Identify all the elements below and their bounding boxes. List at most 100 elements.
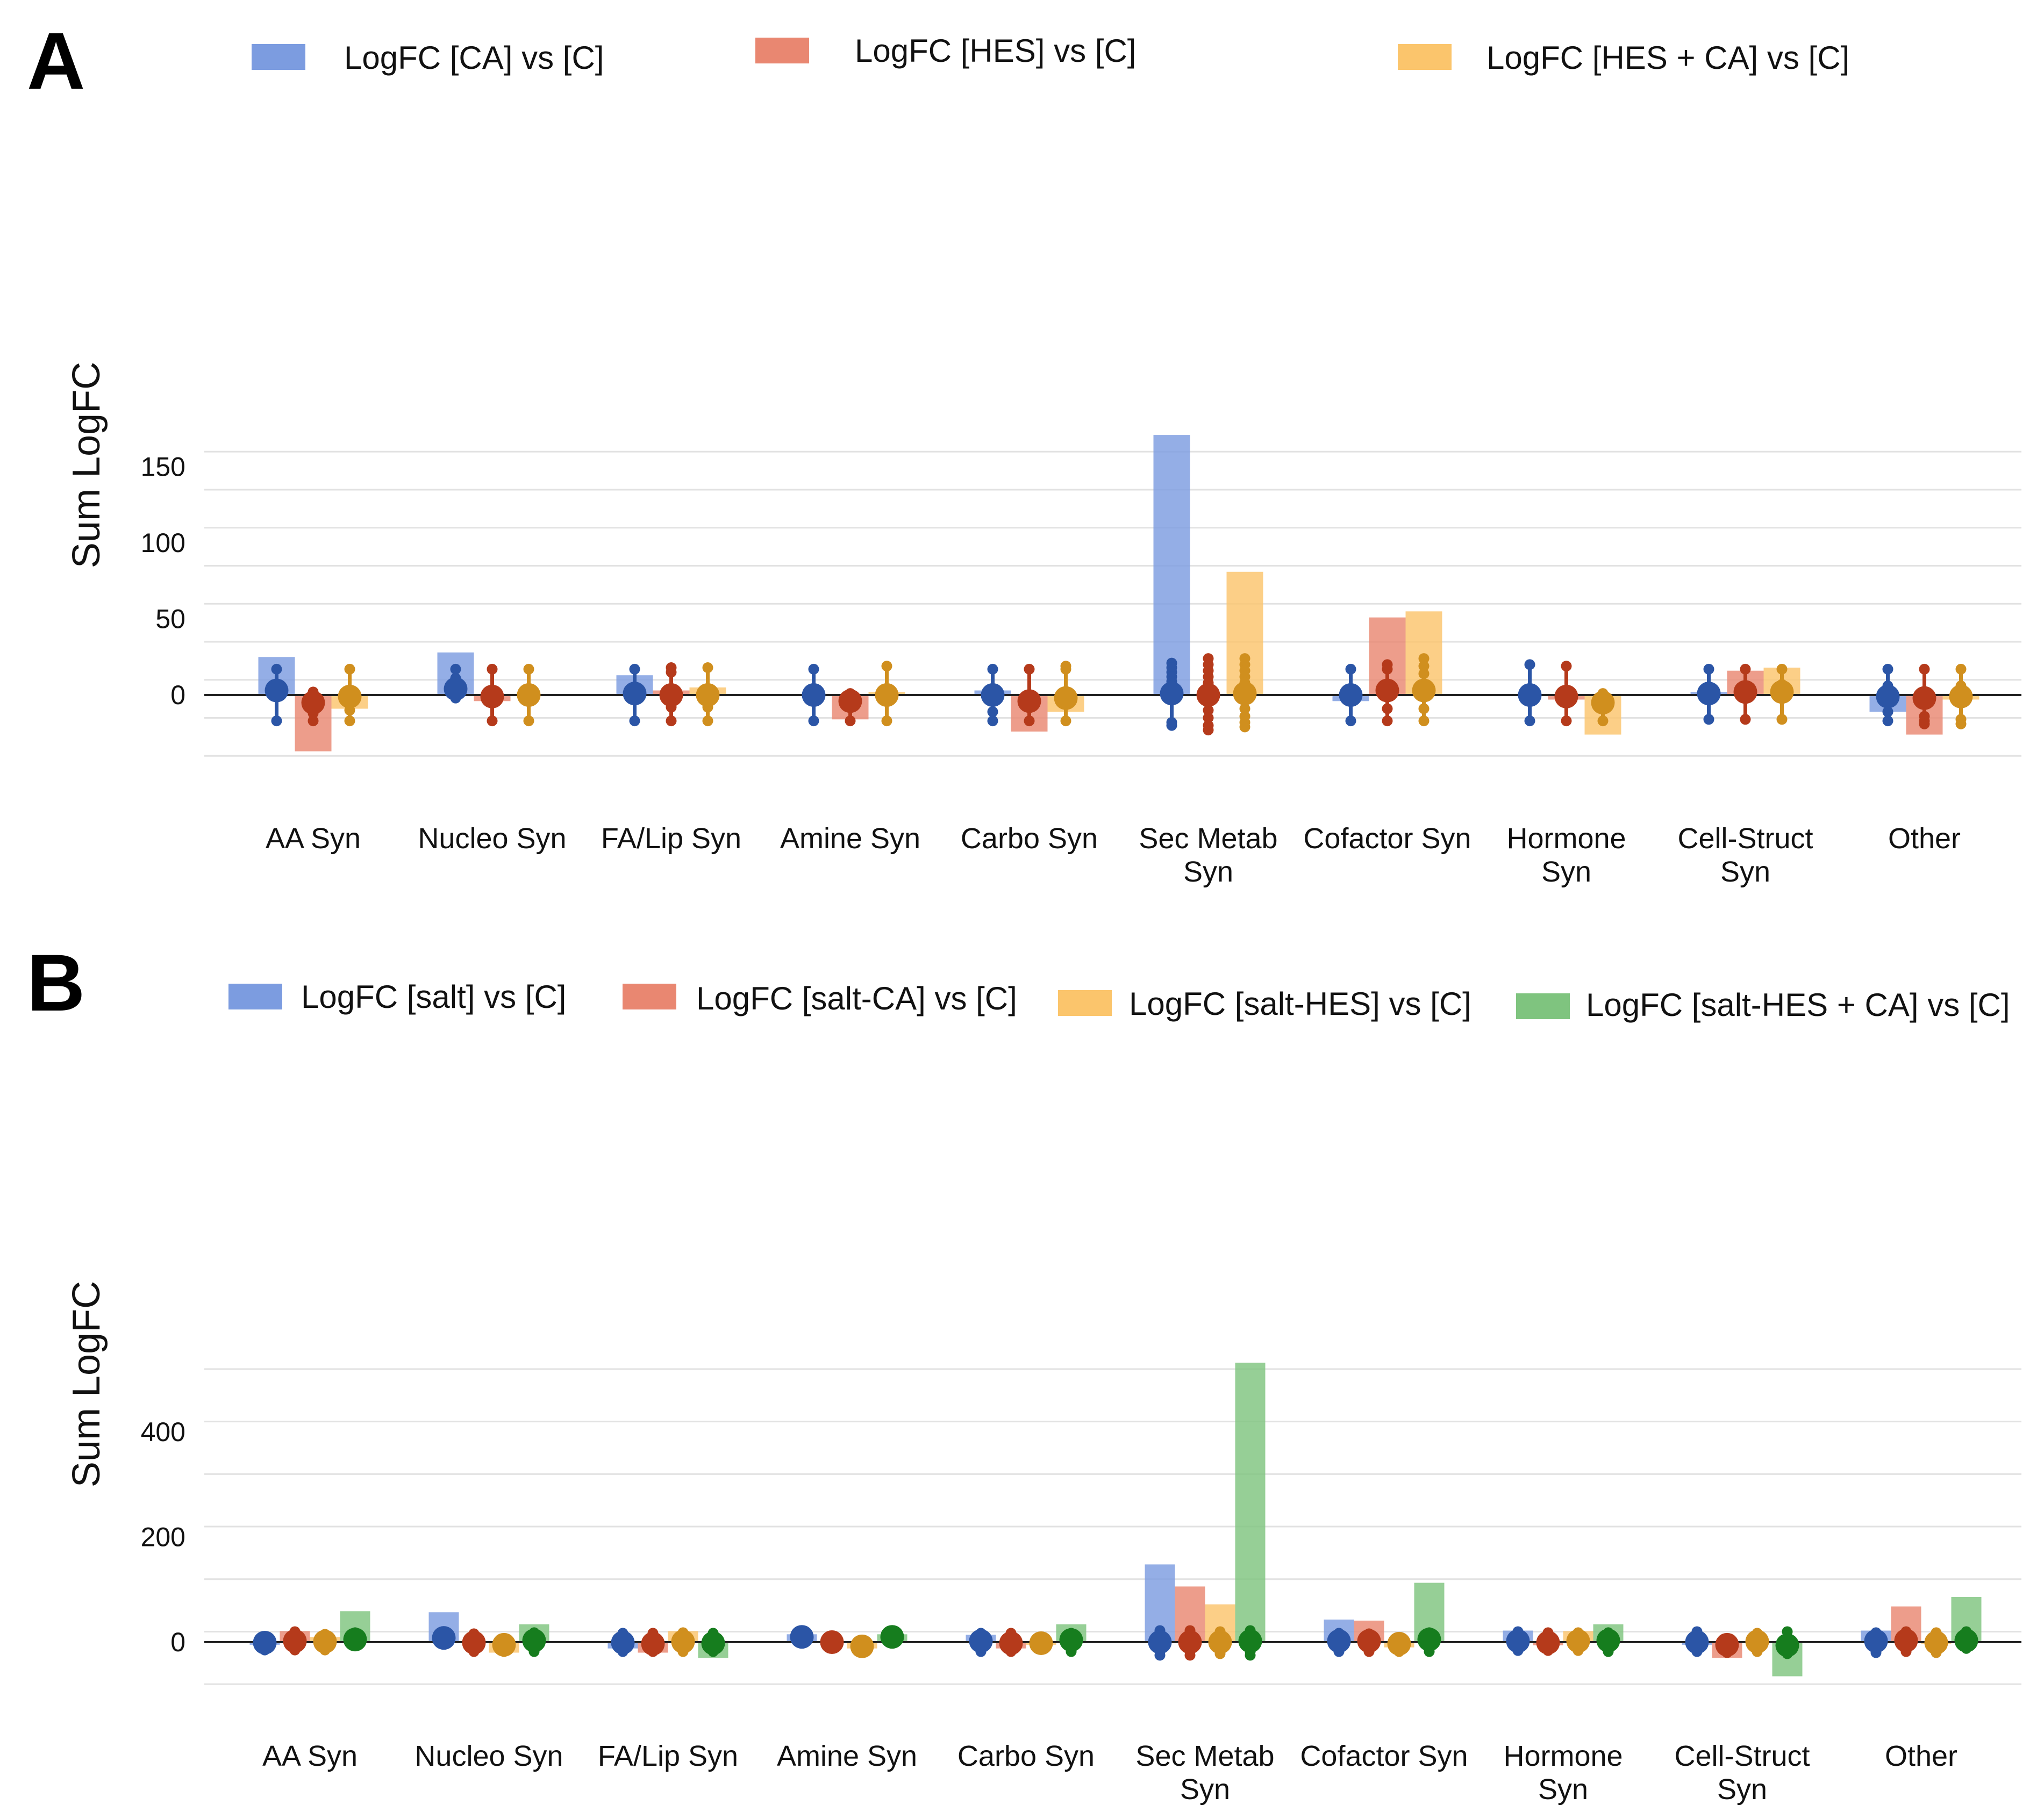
legend-b-item-1: LogFC [salt] vs [C] [228,979,566,1015]
x-tick-label: AA Syn [266,822,361,855]
legend-b-label-1: LogFC [salt] vs [C] [301,979,566,1015]
mean-dot-1-6 [1327,1629,1351,1653]
mean-dot-4-5 [1238,1629,1262,1653]
mean-dot-2-2 [641,1631,665,1656]
mean-dot-1-7 [1506,1629,1530,1653]
point-1-5 [1166,717,1177,728]
point-3-6 [1418,715,1430,727]
dots [265,653,1973,736]
mean-dot-2-7 [1554,684,1578,708]
panel-b-y-axis-title: Sum LogFC [65,1281,108,1487]
panel-b-legend: LogFC [salt] vs [C] LogFC [salt-CA] vs [… [228,979,2010,1023]
mean-dot-2-1 [480,684,504,708]
legend-a-label-1: LogFC [CA] vs [C] [344,40,604,76]
mean-dot-4-2 [701,1631,725,1655]
gridlines [204,1368,2021,1685]
point-3-3 [881,715,892,727]
panel-a-label: A [27,16,85,106]
point-3-4 [1060,715,1071,727]
point-3-7 [1597,715,1609,727]
x-tick-label: Other [1888,822,1961,855]
x-tick-label: Carbo Syn [961,822,1098,855]
mean-dot-3-3 [875,683,899,707]
point-1-7 [1524,715,1535,727]
point-3-5 [1239,703,1250,714]
point-3-8 [1776,663,1788,675]
point-2-6 [1382,703,1393,714]
x-tick-label: Cofactor Syn [1303,822,1471,855]
point-2-7 [1561,661,1572,672]
mean-dot-3-7 [1566,1629,1590,1653]
mean-dot-3-6 [1387,1631,1411,1656]
mean-dot-2-3 [820,1630,844,1654]
mean-dot-1-0 [253,1630,277,1655]
legend-b-label-4: LogFC [salt-HES + CA] vs [C] [1586,987,2010,1023]
mean-dot-3-9 [1924,1630,1948,1655]
mean-dot-2-1 [462,1630,486,1655]
point-3-6 [1418,653,1430,664]
point-3-5 [1239,717,1250,728]
mean-dot-1-9 [1864,1629,1888,1653]
mean-dot-3-3 [850,1634,874,1658]
point-3-3 [881,661,892,672]
y-tick-label: 400 [141,1417,185,1447]
y-tick-label: 100 [141,528,185,558]
point-1-9 [1882,706,1893,718]
mean-dot-4-6 [1417,1628,1441,1652]
point-2-2 [666,667,677,678]
y-tick-label: 0 [170,680,185,710]
mean-dot-2-9 [1894,1629,1918,1653]
point-3-1 [523,663,534,675]
panel-a-legend: LogFC [CA] vs [C] LogFC [HES] vs [C] Log… [252,33,1849,76]
panel-b-plot: 0 200 400 AA Syn Nucleo Syn FA/Lip Syn Amine S… [141,1363,2021,1806]
point-2-8 [1740,714,1751,725]
mean-dot-3-8 [1745,1630,1769,1654]
point-2-8 [1740,663,1751,675]
mean-dot-3-8 [1770,680,1794,704]
mean-dot-1-0 [265,678,289,703]
x-tick-label: Nucleo Syn [418,822,566,855]
point-2-9 [1919,718,1930,729]
mean-dot-1-6 [1339,683,1363,707]
mean-dot-2-8 [1715,1632,1739,1657]
panel-a-plot: 0 50 100 150 AA Syn Nucleo Syn FA/Lip Syn Amine… [141,435,2021,888]
point-1-1 [450,663,461,675]
mean-dot-3-1 [492,1632,516,1657]
mean-dot-1-1 [444,677,468,701]
mean-dot-4-3 [880,1625,904,1649]
mean-dot-1-2 [623,682,647,706]
point-2-9 [1919,663,1930,675]
point-3-6 [1418,661,1430,672]
x-tick-label: Amine Syn [777,1740,917,1772]
legend-b-swatch-2 [623,984,676,1009]
mean-dot-4-9 [1954,1629,1978,1653]
mean-dot-4-7 [1596,1629,1620,1653]
mean-dot-1-1 [432,1626,456,1650]
mean-dot-2-2 [659,683,683,707]
bar-4-5 [1235,1363,1266,1642]
mean-dot-3-2 [696,683,720,707]
point-2-1 [487,663,498,675]
legend-b-label-3: LogFC [salt-HES] vs [C] [1129,986,1471,1022]
point-1-7 [1524,659,1535,670]
mean-dot-1-3 [802,683,826,707]
point-1-0 [271,663,282,675]
point-1-6 [1345,663,1356,675]
legend-b-item-2: LogFC [salt-CA] vs [C] [623,980,1017,1016]
mean-dot-3-5 [1208,1630,1232,1654]
mean-dot-2-4 [1017,689,1041,713]
point-2-0 [308,715,319,727]
x-tick-label: Other [1885,1740,1957,1772]
dots [253,1625,1978,1661]
x-tick-label: Sec Metab Syn [1139,822,1277,888]
mean-dot-1-5 [1160,682,1184,706]
mean-dot-2-4 [999,1631,1023,1655]
mean-dot-2-0 [283,1629,307,1653]
panel-a: A LogFC [CA] vs [C] LogFC [HES] vs [C] L… [27,16,2021,888]
legend-b-swatch-4 [1516,993,1570,1019]
point-1-2 [629,715,640,727]
mean-dot-3-9 [1949,684,1973,708]
mean-dot-2-9 [1912,686,1936,710]
x-tick-label: AA Syn [262,1740,358,1772]
mean-dot-2-7 [1536,1630,1560,1655]
